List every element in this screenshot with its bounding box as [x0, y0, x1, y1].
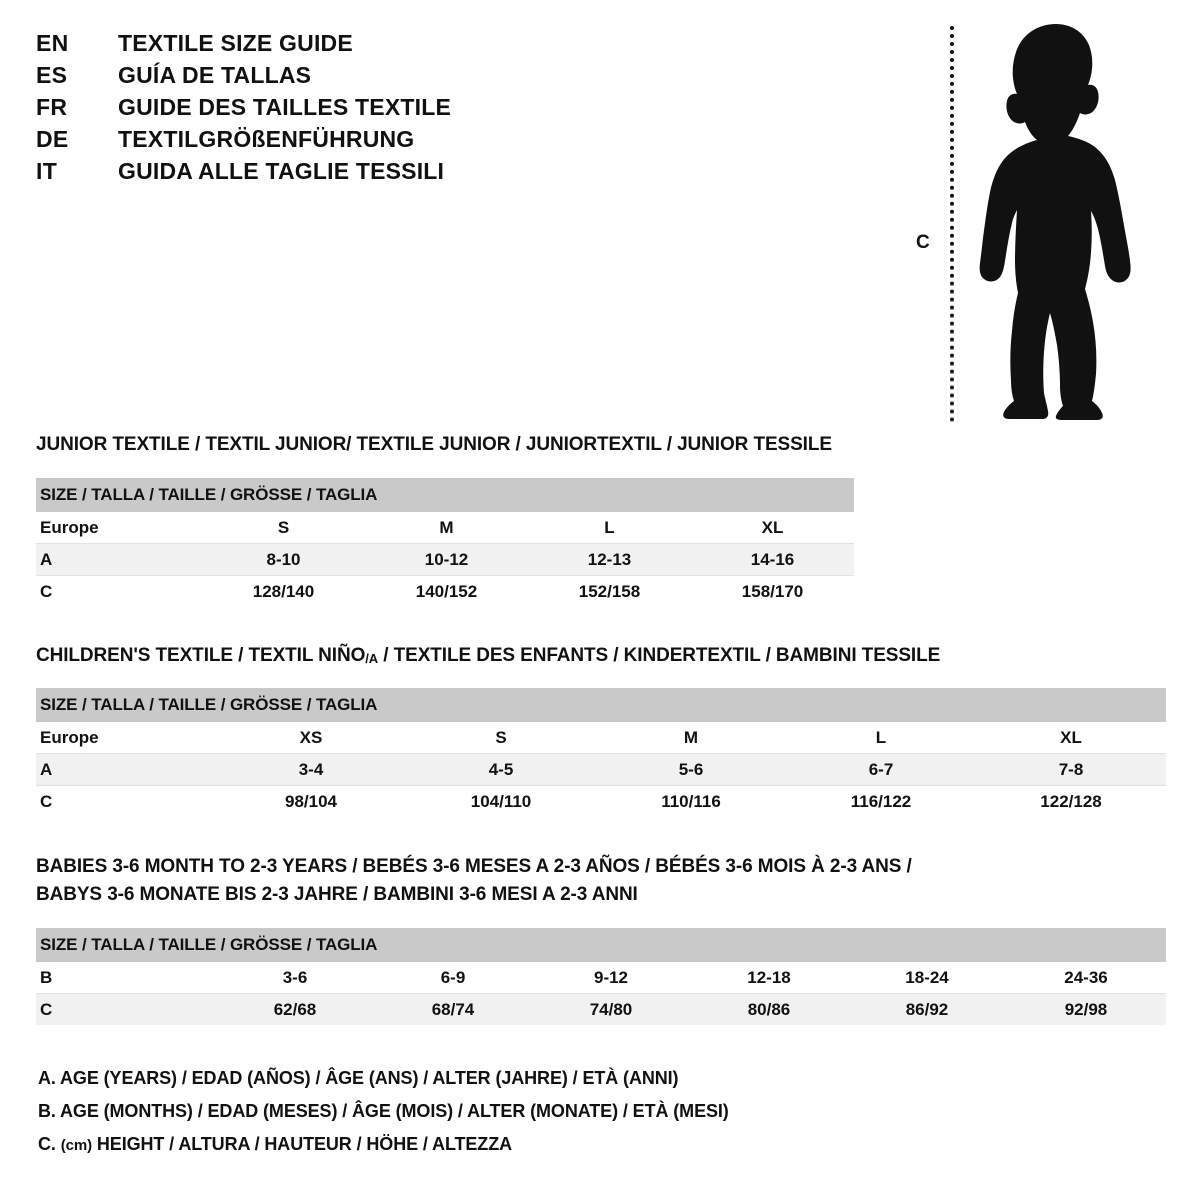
junior-cell-c-2: 152/158: [528, 575, 691, 607]
height-marker-label: C: [916, 232, 930, 253]
babies-cell-c-3: 80/86: [690, 993, 848, 1025]
legend-line-c: C. (cm) HEIGHT / ALTURA / HAUTEUR / HÖHE…: [38, 1134, 938, 1167]
babies-cell-b-0: 3-6: [216, 962, 374, 994]
babies-table-bar-row: SIZE / TALLA / TAILLE / GRÖSSE / TAGLIA: [36, 928, 1166, 962]
children-cell-a-3: 6-7: [786, 753, 976, 786]
language-row-fr: FR GUIDE DES TAILLES TEXTILE: [36, 94, 556, 126]
children-cell-europe-1: S: [406, 722, 596, 754]
table-row: C 98/104 104/110 110/116 116/122 122/128: [36, 785, 1167, 817]
language-title-es: GUÍA DE TALLAS: [118, 62, 312, 88]
language-header-block: EN TEXTILE SIZE GUIDE ES GUÍA DE TALLAS …: [36, 30, 556, 190]
babies-cell-b-1: 6-9: [374, 962, 532, 994]
children-row-label-europe: Europe: [36, 722, 216, 754]
babies-cell-c-0: 62/68: [216, 993, 374, 1025]
babies-cell-b-3: 12-18: [690, 962, 848, 994]
children-cell-c-2: 110/116: [596, 785, 786, 817]
language-code-de: DE: [36, 126, 69, 152]
babies-cell-c-4: 86/92: [848, 993, 1006, 1025]
junior-cell-europe-2: L: [528, 512, 691, 544]
junior-cell-europe-0: S: [202, 512, 365, 544]
language-title-it: GUIDA ALLE TAGLIE TESSILI: [118, 158, 445, 184]
table-row: Europe XS S M L XL: [36, 722, 1167, 754]
babies-cell-c-5: 92/98: [1006, 993, 1166, 1025]
children-cell-c-1: 104/110: [406, 785, 596, 817]
children-cell-c-0: 98/104: [216, 785, 406, 817]
language-row-de: DE TEXTILGRÖßENFÜHRUNG: [36, 126, 556, 158]
babies-cell-c-2: 74/80: [532, 993, 690, 1025]
babies-section-heading-line2: BABYS 3-6 MONATE BIS 2-3 JAHRE / BAMBINI…: [36, 884, 638, 905]
children-cell-a-0: 3-4: [216, 753, 406, 786]
junior-table-bar-row: SIZE / TALLA / TAILLE / GRÖSSE / TAGLIA: [36, 478, 855, 512]
children-cell-europe-2: M: [596, 722, 786, 754]
children-row-label-a: A: [36, 753, 216, 786]
babies-cell-b-4: 18-24: [848, 962, 1006, 994]
language-code-it: IT: [36, 158, 58, 184]
child-silhouette-icon: [979, 24, 1131, 420]
babies-table-bar-label: SIZE / TALLA / TAILLE / GRÖSSE / TAGLIA: [36, 928, 1166, 962]
language-title-en: TEXTILE SIZE GUIDE: [118, 30, 353, 56]
children-cell-europe-0: XS: [216, 722, 406, 754]
junior-size-table: SIZE / TALLA / TAILLE / GRÖSSE / TAGLIA …: [36, 478, 855, 607]
children-cell-c-4: 122/128: [976, 785, 1167, 817]
legend-line-c-prefix: C.: [38, 1134, 61, 1154]
height-dotted-line: [950, 26, 954, 422]
children-cell-a-4: 7-8: [976, 753, 1167, 786]
children-heading-pre: CHILDREN'S TEXTILE / TEXTIL NIÑO: [36, 645, 366, 666]
language-code-fr: FR: [36, 94, 68, 120]
junior-cell-c-0: 128/140: [202, 575, 365, 607]
children-row-label-c: C: [36, 785, 216, 817]
language-title-fr: GUIDE DES TAILLES TEXTILE: [118, 94, 451, 120]
babies-cell-b-5: 24-36: [1006, 962, 1166, 994]
babies-cell-c-1: 68/74: [374, 993, 532, 1025]
children-cell-europe-3: L: [786, 722, 976, 754]
children-cell-europe-4: XL: [976, 722, 1167, 754]
babies-row-label-c: C: [36, 993, 216, 1025]
babies-cell-b-2: 9-12: [532, 962, 690, 994]
legend-line-b: B. AGE (MONTHS) / EDAD (MESES) / ÂGE (MO…: [38, 1101, 729, 1121]
babies-section-heading-line1: BABIES 3-6 MONTH TO 2-3 YEARS / BEBÉS 3-…: [36, 856, 912, 877]
children-size-table: SIZE / TALLA / TAILLE / GRÖSSE / TAGLIA …: [36, 688, 1167, 817]
children-cell-a-1: 4-5: [406, 753, 596, 786]
language-row-it: IT GUIDA ALLE TAGLIE TESSILI: [36, 158, 556, 190]
children-heading-post: / TEXTILE DES ENFANTS / KINDERTEXTIL / B…: [378, 645, 941, 666]
junior-cell-a-0: 8-10: [202, 543, 365, 576]
babies-row-label-b: B: [36, 962, 216, 994]
children-section-heading: CHILDREN'S TEXTILE / TEXTIL NIÑO/A / TEX…: [36, 645, 940, 667]
language-row-es: ES GUÍA DE TALLAS: [36, 62, 556, 94]
table-row: A 3-4 4-5 5-6 6-7 7-8: [36, 753, 1167, 786]
junior-cell-a-3: 14-16: [691, 543, 855, 576]
language-title-de: TEXTILGRÖßENFÜHRUNG: [118, 126, 415, 152]
children-table-bar-row: SIZE / TALLA / TAILLE / GRÖSSE / TAGLIA: [36, 688, 1167, 722]
table-row: C 62/68 68/74 74/80 80/86 86/92 92/98: [36, 993, 1166, 1025]
junior-cell-a-1: 10-12: [365, 543, 528, 576]
junior-cell-c-3: 158/170: [691, 575, 855, 607]
children-table-bar-label: SIZE / TALLA / TAILLE / GRÖSSE / TAGLIA: [36, 688, 1167, 722]
language-code-es: ES: [36, 62, 68, 88]
junior-table-bar-label: SIZE / TALLA / TAILLE / GRÖSSE / TAGLIA: [36, 478, 855, 512]
children-cell-a-2: 5-6: [596, 753, 786, 786]
table-row: B 3-6 6-9 9-12 12-18 18-24 24-36: [36, 962, 1166, 994]
junior-cell-europe-1: M: [365, 512, 528, 544]
junior-section-heading: JUNIOR TEXTILE / TEXTIL JUNIOR/ TEXTILE …: [36, 434, 832, 455]
measurement-legend: A. AGE (YEARS) / EDAD (AÑOS) / ÂGE (ANS)…: [38, 1068, 938, 1167]
language-code-en: EN: [36, 30, 69, 56]
children-heading-sub: /A: [365, 651, 379, 666]
legend-line-c-unit: (cm): [60, 1137, 92, 1154]
table-row: A 8-10 10-12 12-13 14-16: [36, 543, 855, 576]
legend-line-c-rest: HEIGHT / ALTURA / HAUTEUR / HÖHE / ALTEZ…: [91, 1134, 512, 1154]
children-cell-c-3: 116/122: [786, 785, 976, 817]
legend-line-a: A. AGE (YEARS) / EDAD (AÑOS) / ÂGE (ANS)…: [38, 1068, 679, 1088]
junior-row-label-c: C: [36, 575, 202, 607]
height-measurement-figure: C: [900, 14, 1170, 424]
junior-cell-a-2: 12-13: [528, 543, 691, 576]
table-row: Europe S M L XL: [36, 512, 855, 544]
language-row-en: EN TEXTILE SIZE GUIDE: [36, 30, 556, 62]
junior-cell-c-1: 140/152: [365, 575, 528, 607]
junior-row-label-a: A: [36, 543, 202, 576]
babies-size-table: SIZE / TALLA / TAILLE / GRÖSSE / TAGLIA …: [36, 928, 1166, 1025]
junior-row-label-europe: Europe: [36, 512, 202, 544]
table-row: C 128/140 140/152 152/158 158/170: [36, 575, 855, 607]
junior-cell-europe-3: XL: [691, 512, 855, 544]
